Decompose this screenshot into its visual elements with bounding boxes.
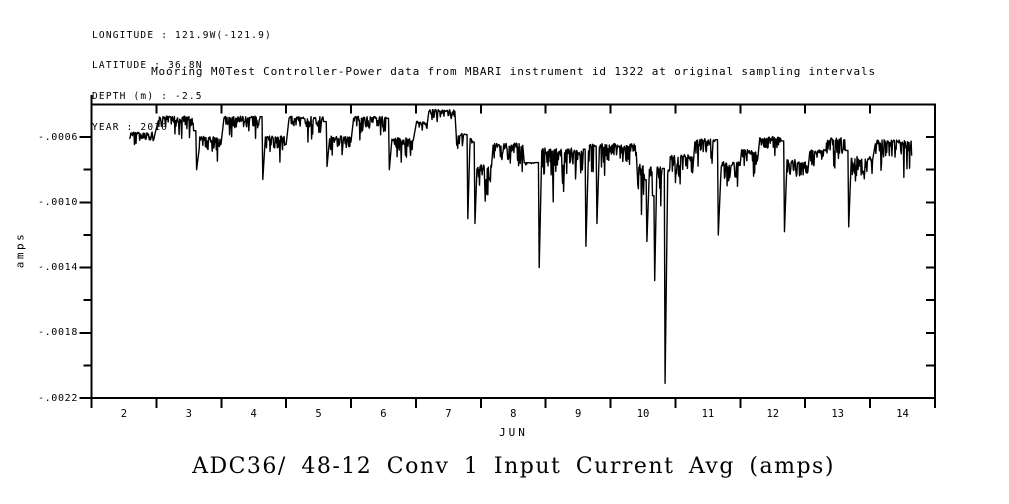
x-tick-label: 13 xyxy=(831,408,844,420)
x-tick-label: 14 xyxy=(896,408,909,420)
x-tick-label: 7 xyxy=(445,408,452,420)
chart-title: Mooring M0Test Controller-Power data fro… xyxy=(151,65,876,78)
x-tick-label: 12 xyxy=(766,408,780,420)
plot-caption: ADC36/ 48-12 Conv 1 Input Current Avg (a… xyxy=(192,454,835,479)
y-tick-label: -.0018 xyxy=(37,327,78,339)
y-tick-label: -.0014 xyxy=(37,262,78,274)
x-tick-label: 11 xyxy=(701,408,715,420)
x-tick-label: 4 xyxy=(250,408,257,420)
x-tick-label: 8 xyxy=(510,408,517,420)
x-tick-label: 5 xyxy=(315,408,322,420)
x-tick-label: 3 xyxy=(185,408,192,420)
x-tick-label: 10 xyxy=(636,408,650,420)
metadata-line-depth: DEPTH (m) : -2.5 xyxy=(92,91,203,103)
plot-frame xyxy=(90,103,936,399)
metadata-block: LONGITUDE : 121.9W(-121.9) LATITUDE : 36… xyxy=(92,10,272,154)
x-tick-label: 9 xyxy=(574,408,582,420)
x-tick-label: 6 xyxy=(380,408,387,420)
x-axis-month-label: JUN xyxy=(499,426,528,439)
metadata-line-latitude: LATITUDE : 36.8N xyxy=(92,60,203,72)
metadata-line-longitude: LONGITUDE : 121.9W(-121.9) xyxy=(92,29,272,41)
x-tick-label: 2 xyxy=(120,408,128,420)
y-tick-label: -.0010 xyxy=(37,196,78,208)
y-tick-label: -.0022 xyxy=(37,392,78,404)
data-trace xyxy=(129,108,913,385)
y-tick-label: -.0006 xyxy=(37,131,78,143)
metadata-line-year: YEAR : 2010 xyxy=(92,122,169,134)
